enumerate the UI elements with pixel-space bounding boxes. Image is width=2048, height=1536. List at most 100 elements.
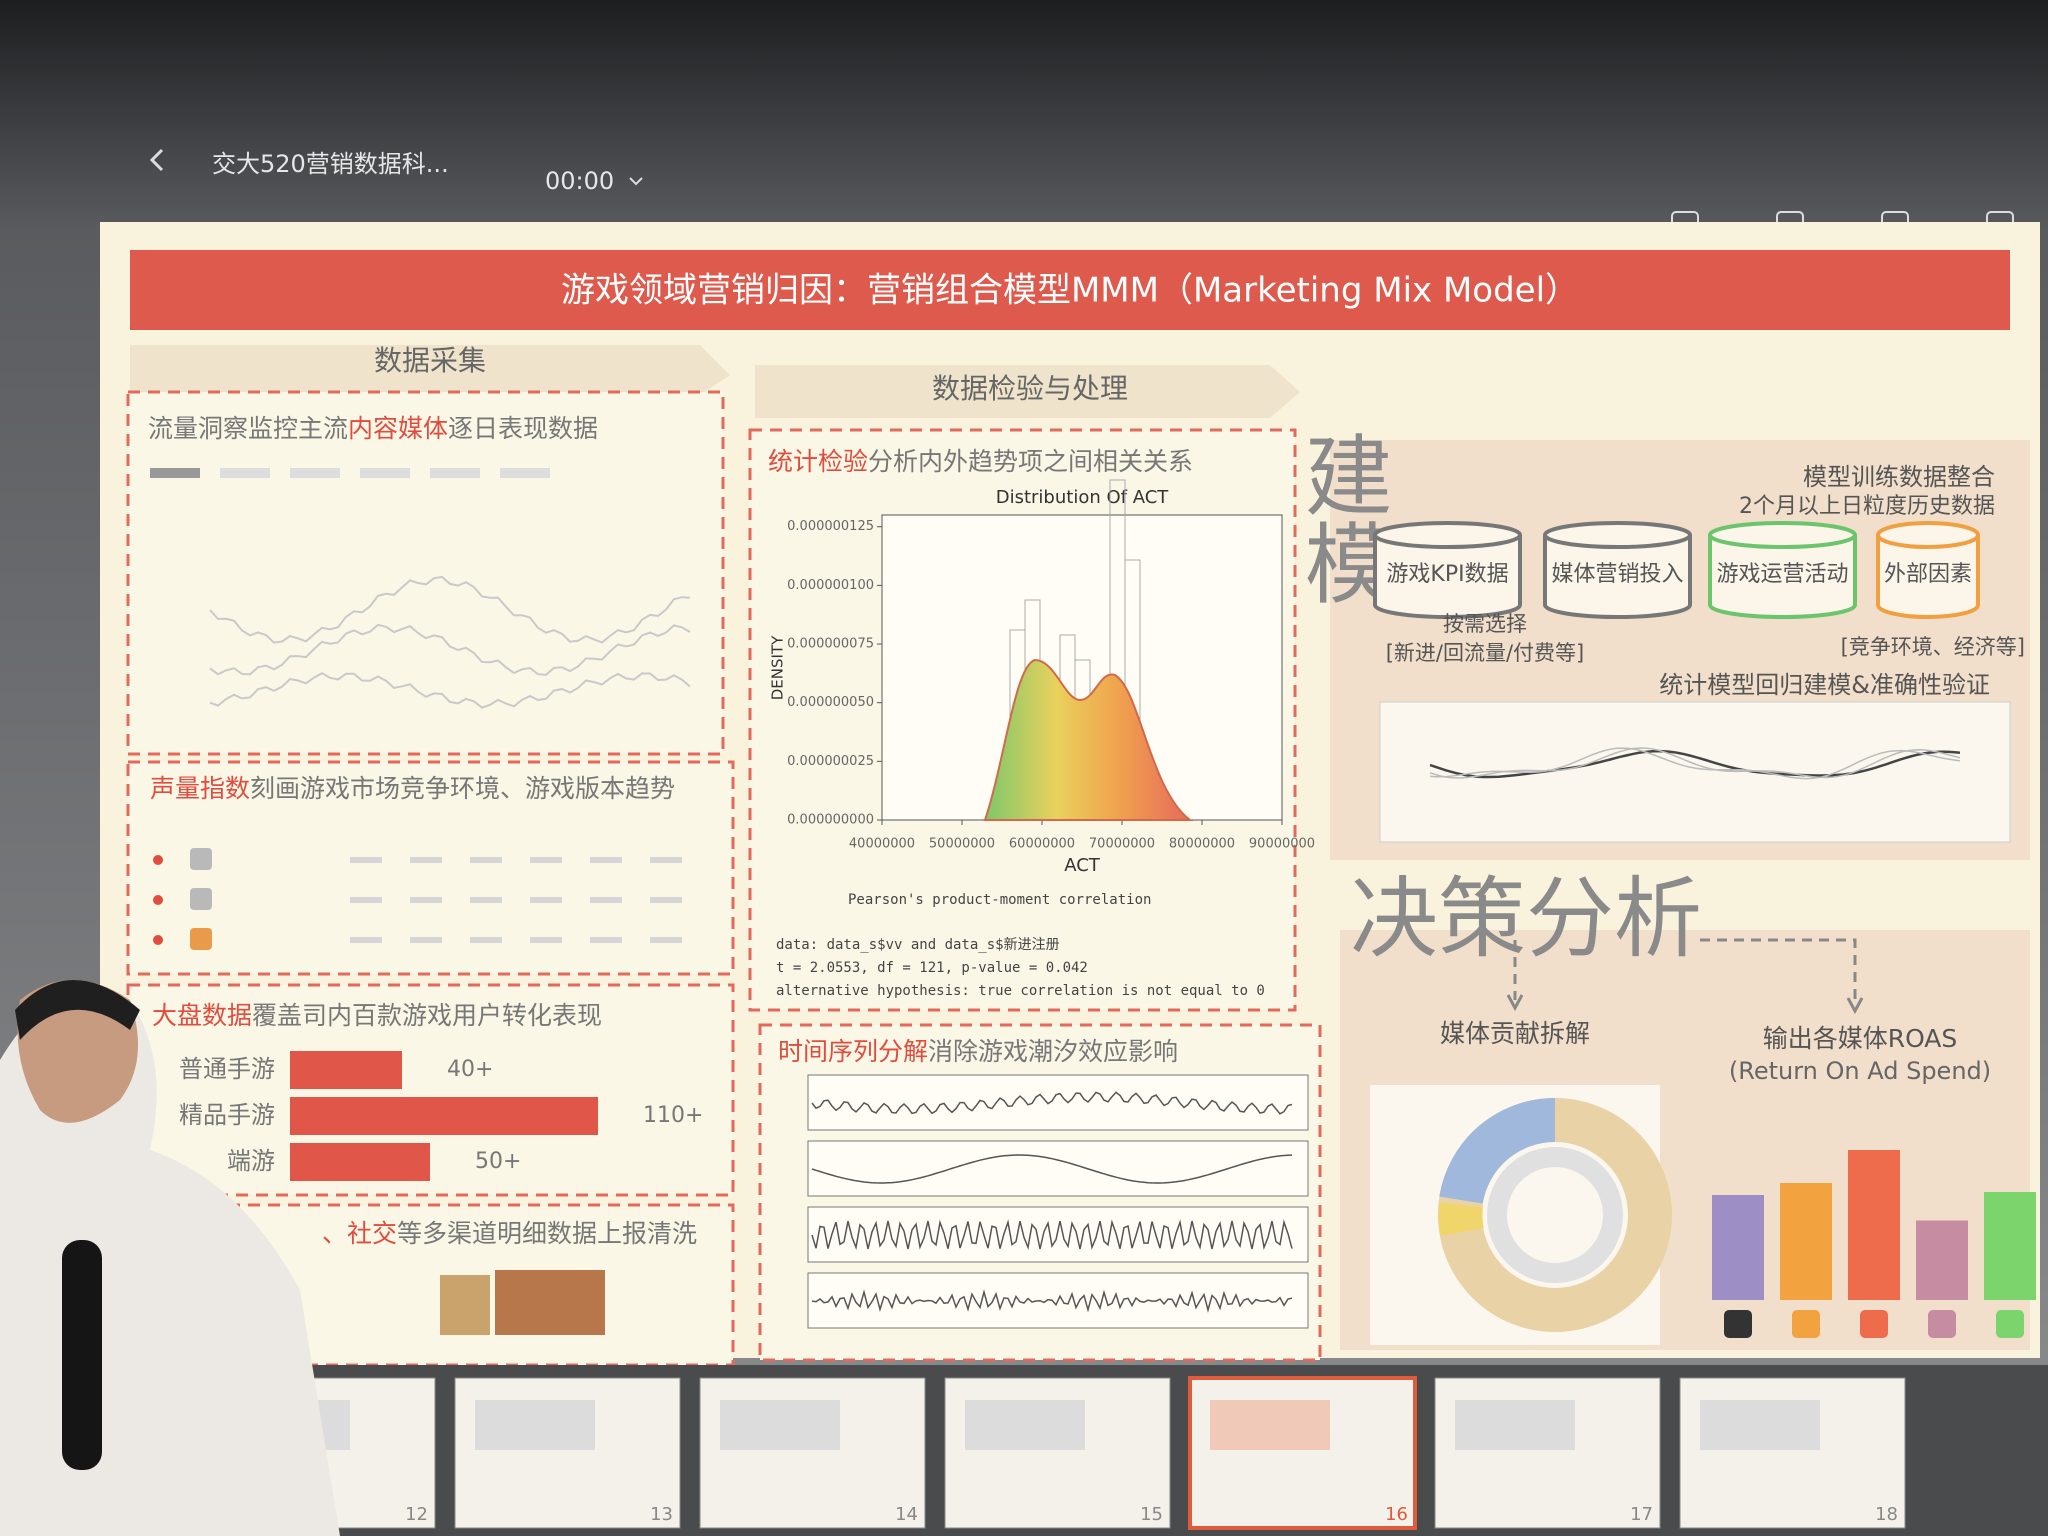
thumbnail[interactable]: 18 <box>1679 1377 1906 1529</box>
label: (Return On Ad Spend) <box>1729 1057 1991 1085</box>
y-tick-label: 0.000000125 <box>787 519 874 534</box>
label: 媒体贡献拆解 <box>1440 1019 1590 1048</box>
thumbnail[interactable]: 15 <box>944 1377 1171 1529</box>
placeholder <box>410 937 442 943</box>
placeholder <box>530 937 562 943</box>
cylinder <box>1708 535 1857 619</box>
placeholder <box>410 857 442 863</box>
image <box>495 1270 605 1335</box>
thumbnail[interactable]: 16 <box>1188 1376 1417 1530</box>
bar <box>1984 1192 2036 1300</box>
stats-line: data: data_s$vv and data_s$新进注册 <box>776 937 1060 953</box>
panel-heading: 声量指数刻画游戏市场竞争环境、游戏版本趋势 <box>150 774 675 803</box>
y-tick-label: 0.000000000 <box>787 813 874 828</box>
note: [竞争环境、经济等] <box>1841 635 2025 659</box>
bar <box>290 1143 430 1181</box>
stats-line: t = 2.0553, df = 121, p-value = 0.042 <box>776 960 1088 976</box>
source-label: 外部因素 <box>1884 562 1972 587</box>
slide-number: 14 <box>895 1504 918 1525</box>
cylinder <box>1543 535 1692 619</box>
source-label: 游戏KPI数据 <box>1386 562 1508 587</box>
placeholder <box>590 857 622 863</box>
time-series <box>807 1074 1309 1329</box>
slide-number: 12 <box>405 1504 428 1525</box>
section-banner <box>130 345 730 395</box>
row-dot <box>153 895 163 905</box>
ts-line <box>811 1219 1293 1251</box>
microphone <box>62 1240 102 1470</box>
thumbnail-content <box>1700 1400 1820 1450</box>
ts-panel <box>807 1074 1309 1131</box>
thumbnail-content <box>1210 1400 1330 1450</box>
screenshot-table <box>153 848 682 950</box>
media-icon <box>1928 1310 1956 1338</box>
slide-number: 15 <box>1140 1504 1163 1525</box>
timer[interactable]: 00:00 <box>545 167 614 195</box>
ts-panel <box>807 1140 1309 1197</box>
category-label: 普通手游 <box>179 1055 275 1083</box>
placeholder <box>590 897 622 903</box>
validation-title: 统计模型回归建模&准确性验证 <box>1659 671 1990 699</box>
panel <box>126 390 725 756</box>
timer-dropdown[interactable] <box>629 177 643 186</box>
model-heading: 模型训练数据整合 <box>1803 463 1995 491</box>
x-tick-label: 90000000 <box>1249 837 1315 852</box>
section-title: 数据检验与处理 <box>932 372 1128 405</box>
thumbnail-content <box>965 1400 1085 1450</box>
stats-line: Pearson's product-moment correlation <box>848 892 1151 908</box>
ts-line <box>811 1154 1293 1184</box>
cylinder-top <box>1876 521 1980 549</box>
screenshot-line <box>209 671 691 709</box>
media-icon <box>1724 1310 1752 1338</box>
thumbnail-content <box>475 1400 595 1450</box>
placeholder <box>360 468 410 478</box>
thumbnail[interactable]: 17 <box>1434 1377 1661 1529</box>
label: 输出各媒体ROAS <box>1763 1024 1958 1053</box>
placeholder <box>650 937 682 943</box>
panel-heading: 大盘数据覆盖司内百款游戏用户转化表现 <box>152 1001 602 1030</box>
thumbnail[interactable]: 14 <box>699 1377 926 1529</box>
placeholder <box>150 468 200 478</box>
source-label: 媒体营销投入 <box>1551 562 1683 587</box>
chart-title: Distribution Of ACT <box>996 487 1170 508</box>
placeholder <box>350 857 382 863</box>
bar <box>1848 1150 1900 1300</box>
row-icon <box>190 848 212 870</box>
slide-title: 游戏领域营销归因：营销组合模型MMM（Marketing Mix Model） <box>561 271 1579 311</box>
media-icon <box>1792 1310 1820 1338</box>
back-button[interactable] <box>149 148 164 172</box>
y-tick-label: 0.000000050 <box>787 695 874 710</box>
arrow-head <box>1506 994 1864 1015</box>
bar <box>1712 1195 1764 1300</box>
row-dot <box>153 855 163 865</box>
placeholder <box>530 897 562 903</box>
x-tick-label: 50000000 <box>929 837 995 852</box>
cylinder-top <box>1708 521 1857 549</box>
axis-label: ACT <box>1064 855 1101 876</box>
row-icon <box>190 888 212 910</box>
category-label: 端游 <box>227 1147 275 1175</box>
panel-heading: 、社交等多渠道明细数据上报清洗 <box>322 1219 697 1248</box>
placeholder <box>590 937 622 943</box>
y-tick-label: 0.000000025 <box>787 754 874 769</box>
placeholder <box>290 468 340 478</box>
placeholder <box>220 468 270 478</box>
slide-number: 17 <box>1630 1504 1653 1525</box>
bar <box>290 1051 402 1089</box>
ts-panel <box>807 1206 1309 1263</box>
presenter-hair <box>15 980 140 1040</box>
screenshot-chart <box>150 468 691 709</box>
cylinder-top <box>1373 521 1522 549</box>
axis-label: DENSITY <box>769 635 787 700</box>
panel-heading: 流量洞察监控主流内容媒体逐日表现数据 <box>148 414 598 443</box>
cylinder <box>1876 535 1980 619</box>
thumbnail[interactable]: 13 <box>454 1377 681 1529</box>
placeholder <box>650 857 682 863</box>
bar-chart: 普通手游 40+ 精品手游 110+ 端游 50+ <box>179 1051 703 1181</box>
value-label: 40+ <box>447 1057 493 1082</box>
image <box>440 1275 490 1335</box>
cylinder-top <box>1543 521 1692 549</box>
category-label: 精品手游 <box>179 1101 275 1129</box>
document-title: 交大520营销数据科... <box>212 150 449 178</box>
histogram: Distribution Of ACT ACT DENSITY 0.000000000… <box>769 479 1315 999</box>
